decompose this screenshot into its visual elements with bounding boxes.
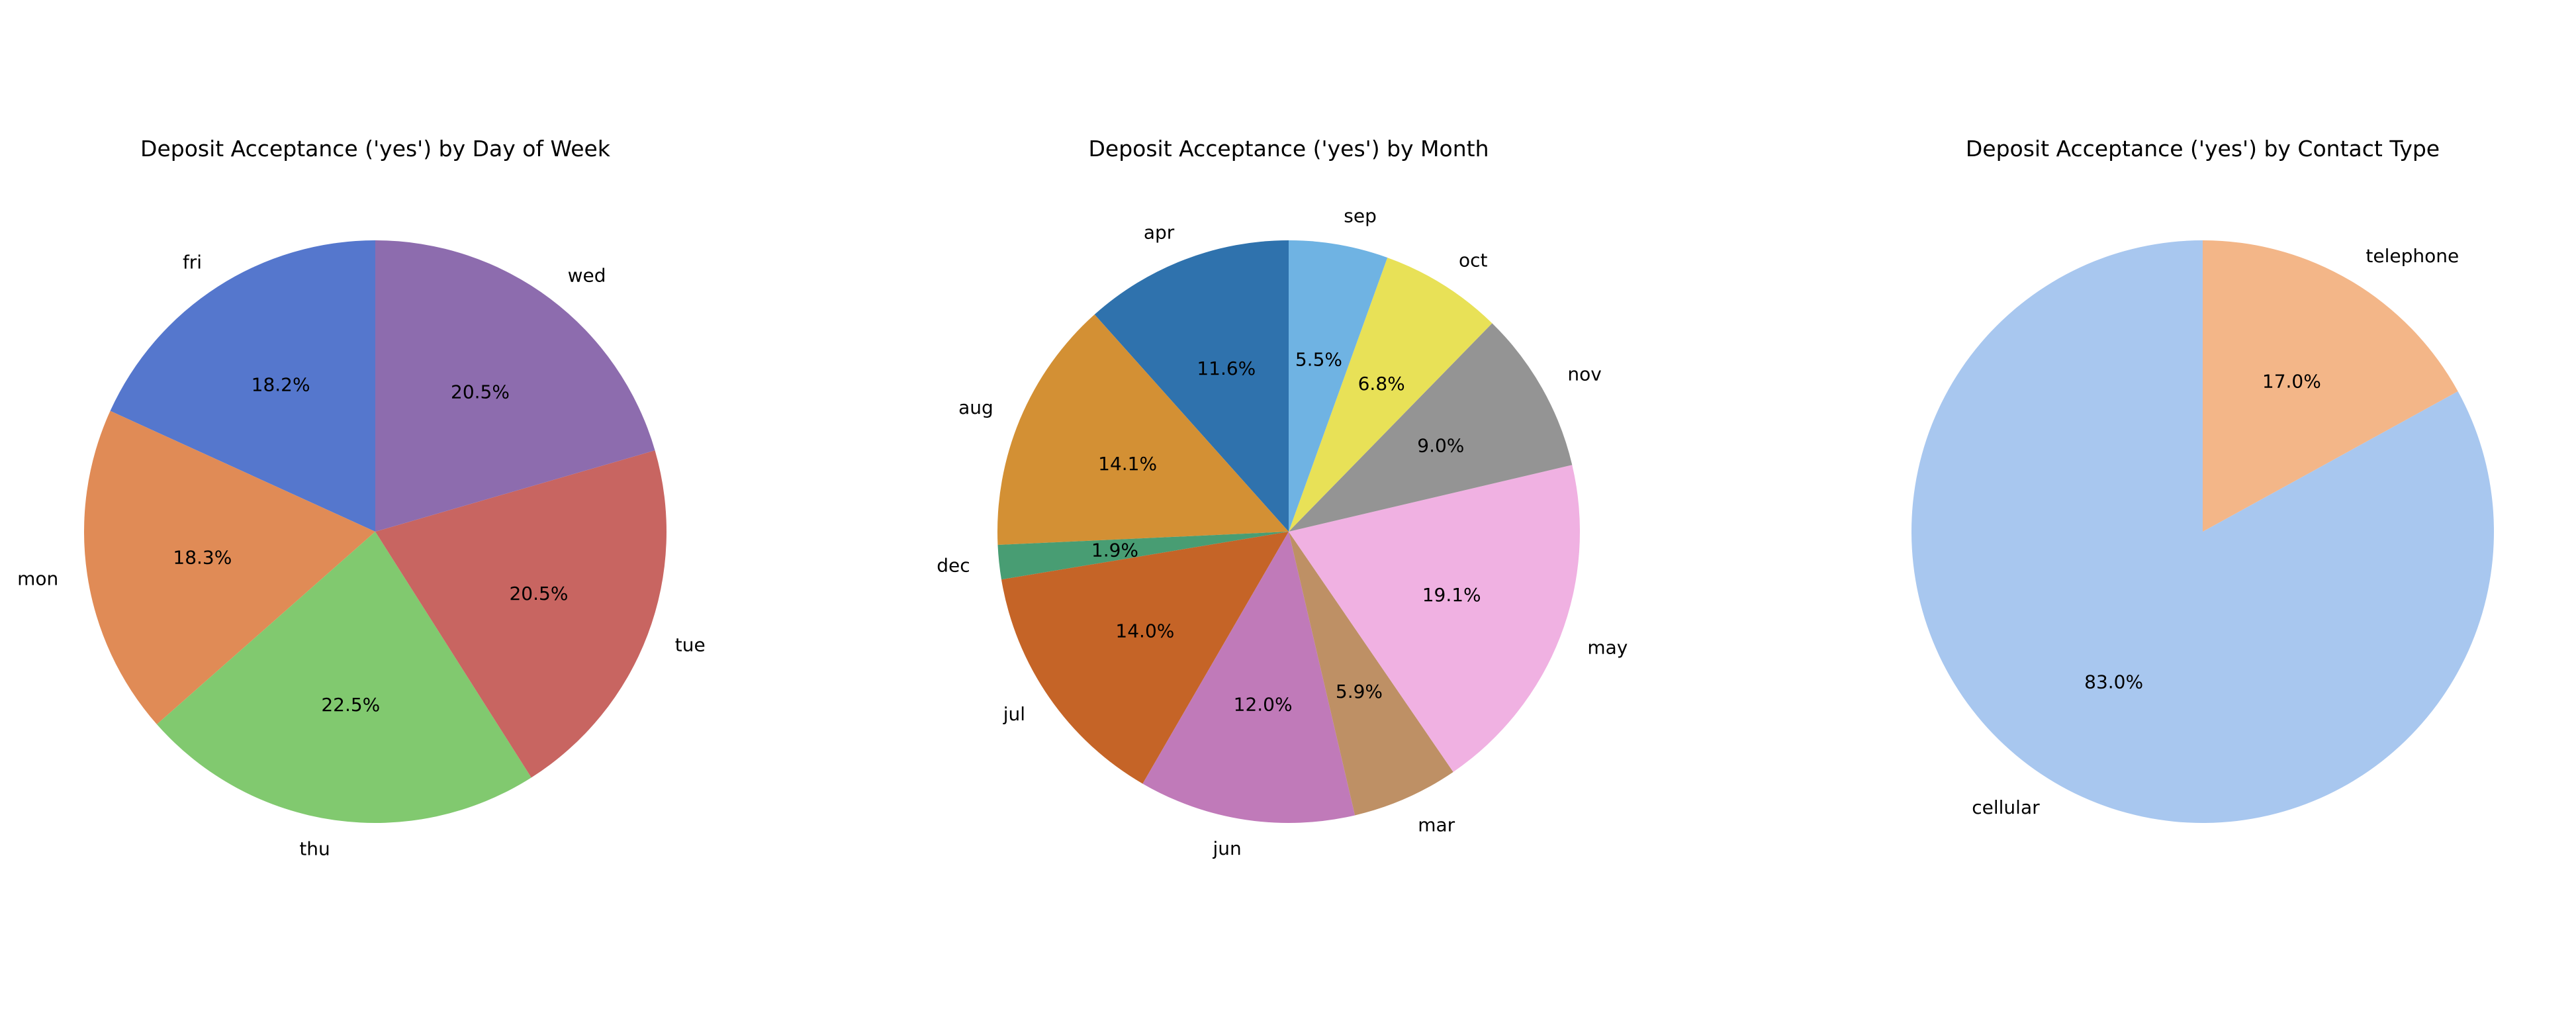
pie-slice-apr [1094, 240, 1289, 532]
slice-percent-dec: 1.9% [1091, 539, 1138, 561]
slice-percent-nov: 9.0% [1417, 435, 1464, 457]
slice-percent-aug: 14.1% [1098, 453, 1157, 475]
pie-slice-jul [1001, 532, 1289, 784]
chart-title-contact-type: Deposit Acceptance ('yes') by Contact Ty… [1966, 136, 2440, 162]
slice-label-apr: apr [1144, 221, 1175, 243]
slice-label-oct: oct [1459, 249, 1488, 271]
pie-slices-month [997, 240, 1580, 823]
slice-percent-tue: 20.5% [509, 583, 568, 604]
slice-label-fri: fri [183, 251, 202, 273]
slice-percent-jun: 12.0% [1234, 694, 1293, 716]
pie-slice-fri [110, 240, 375, 532]
slice-label-wed: wed [568, 264, 606, 286]
pie-slice-thu [156, 532, 531, 823]
pie-labels-contact-type: cellular 83.0% telephone 17.0% [1972, 245, 2459, 818]
slice-percent-cellular: 83.0% [2084, 671, 2143, 693]
pie-slice-cellular [1911, 240, 2494, 823]
pie-slice-sep [1289, 240, 1388, 532]
slice-percent-thu: 22.5% [321, 694, 380, 716]
pie-slice-telephone [2203, 240, 2458, 532]
pie-slice-nov [1289, 323, 1573, 532]
slice-percent-sep: 5.5% [1295, 348, 1342, 370]
chart-title-day-of-week: Deposit Acceptance ('yes') by Day of Wee… [140, 136, 611, 162]
pie-slice-tue [375, 450, 667, 778]
pie-slice-oct [1289, 258, 1493, 532]
slice-label-tue: tue [675, 634, 706, 656]
pie-labels-day-of-week: fri 18.2% mon 18.3% thu 22.5% tue 20.5% wed 20.5% [17, 251, 706, 859]
slice-label-jul: jul [1003, 703, 1025, 725]
pie-slice-jun [1142, 532, 1356, 823]
pie-slice-mar [1289, 532, 1453, 816]
slice-label-may: may [1587, 636, 1628, 658]
pie-slice-wed [375, 240, 655, 532]
pie-labels-month: apr 11.6% aug 14.1% dec 1.9% jul 14.0% jun 12.0% m… [937, 205, 1628, 860]
slice-label-aug: aug [958, 397, 993, 418]
slice-label-jun: jun [1212, 838, 1241, 859]
slice-percent-fri: 18.2% [252, 373, 310, 395]
pie-slices-contact-type [1911, 240, 2494, 823]
slice-percent-apr: 11.6% [1197, 358, 1256, 379]
pie-panel-contact-type: Deposit Acceptance ('yes') by Contact Ty… [1911, 136, 2494, 823]
slice-label-sep: sep [1344, 205, 1377, 227]
slice-label-nov: nov [1567, 363, 1601, 385]
slice-percent-oct: 6.8% [1358, 373, 1405, 395]
pie-slice-mon [84, 410, 375, 724]
slice-percent-jul: 14.0% [1115, 620, 1174, 642]
pie-slice-may [1289, 465, 1580, 772]
pie-slices-day-of-week [84, 240, 667, 823]
pie-panel-day-of-week: Deposit Acceptance ('yes') by Day of Wee… [17, 136, 706, 860]
slice-percent-may: 19.1% [1422, 584, 1481, 606]
slice-percent-wed: 20.5% [451, 381, 510, 403]
slice-label-cellular: cellular [1972, 796, 2040, 818]
slice-label-mon: mon [17, 568, 58, 590]
slice-percent-telephone: 17.0% [2262, 370, 2321, 392]
chart-title-month: Deposit Acceptance ('yes') by Month [1089, 136, 1489, 162]
slice-label-mar: mar [1418, 814, 1455, 836]
slice-percent-mon: 18.3% [173, 546, 232, 568]
slice-percent-mar: 5.9% [1336, 681, 1383, 702]
slice-label-telephone: telephone [2366, 245, 2459, 267]
pie-panel-month: Deposit Acceptance ('yes') by Month apr 1… [937, 136, 1628, 859]
pie-slice-aug [997, 314, 1289, 546]
slice-label-thu: thu [299, 838, 330, 860]
pie-slice-dec [997, 532, 1289, 580]
slice-label-dec: dec [937, 554, 970, 576]
